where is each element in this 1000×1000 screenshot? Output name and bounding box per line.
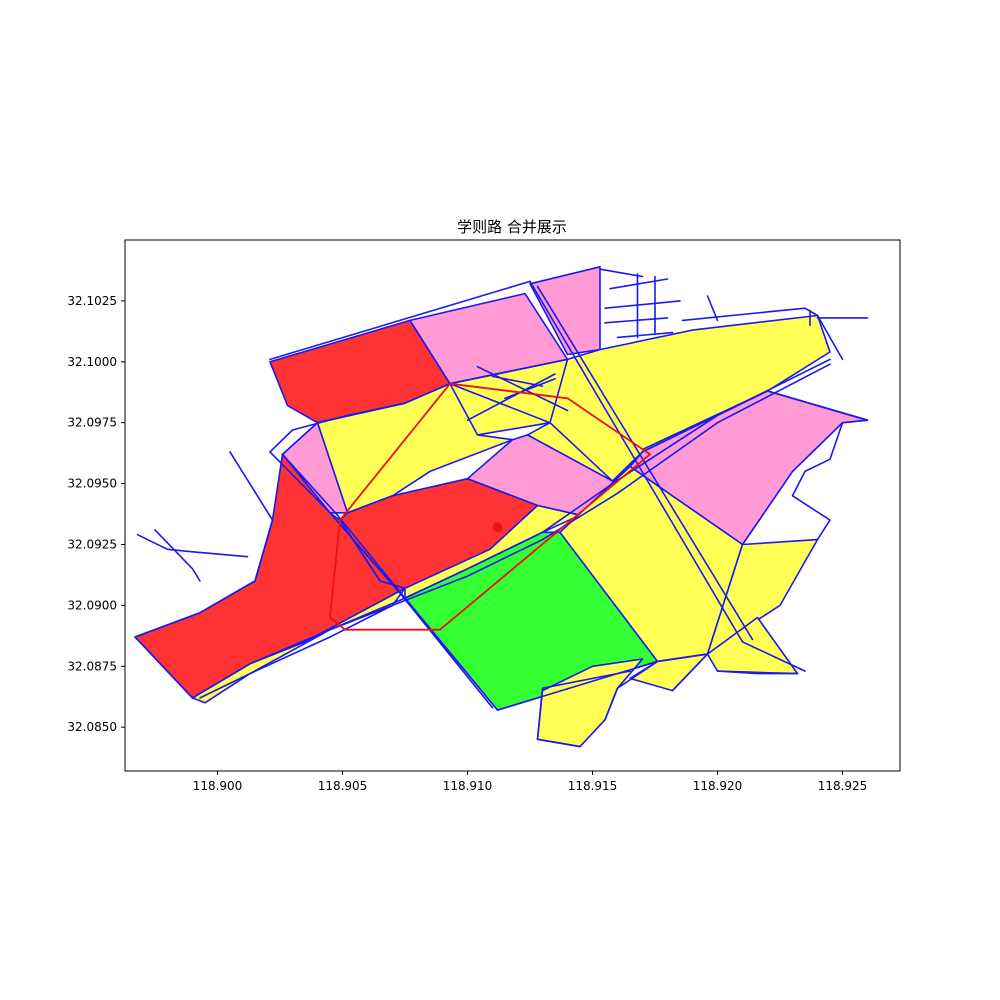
y-tick-label: 32.1000 bbox=[67, 355, 117, 369]
road-line bbox=[671, 653, 709, 692]
road-line bbox=[269, 280, 531, 361]
road-line bbox=[529, 280, 806, 672]
y-tick-label: 32.0925 bbox=[67, 537, 117, 551]
route-layer bbox=[329, 382, 651, 631]
road-line bbox=[449, 382, 614, 482]
road-line bbox=[604, 660, 659, 721]
road-line bbox=[199, 363, 831, 699]
parcels-layer bbox=[134, 265, 869, 748]
y-tick-label: 32.0850 bbox=[67, 720, 117, 734]
parcel-residential bbox=[706, 538, 819, 655]
road-line bbox=[604, 300, 681, 310]
road-line bbox=[604, 317, 669, 324]
road-line bbox=[191, 358, 831, 699]
y-tick-label: 32.1025 bbox=[67, 294, 117, 308]
road-line bbox=[154, 529, 201, 582]
road-line bbox=[134, 451, 274, 638]
road-line bbox=[816, 314, 844, 361]
map-title: 学则路 合并展示 bbox=[457, 218, 567, 236]
x-tick-label: 118.900 bbox=[193, 779, 243, 793]
road-line bbox=[536, 670, 631, 748]
y-tick-label: 32.0875 bbox=[67, 659, 117, 673]
road-line bbox=[716, 670, 799, 675]
road-line bbox=[791, 421, 844, 541]
plot-area bbox=[134, 265, 869, 748]
x-tick-label: 118.920 bbox=[693, 779, 743, 793]
road-line bbox=[616, 331, 674, 339]
parcel-commercial bbox=[629, 390, 869, 546]
road-line bbox=[609, 278, 669, 290]
y-tick-label: 32.0900 bbox=[67, 598, 117, 612]
road-line bbox=[476, 365, 569, 412]
x-tick-label: 118.905 bbox=[318, 779, 368, 793]
x-tick-label: 118.925 bbox=[818, 779, 868, 793]
y-axis: 32.0850 32.0875 32.0900 32.0925 32.0950 32.09… bbox=[67, 294, 125, 734]
plot-frame bbox=[124, 239, 901, 772]
roads-layer bbox=[134, 268, 869, 748]
road-line bbox=[134, 636, 194, 699]
location-marker bbox=[492, 522, 503, 533]
road-line bbox=[269, 402, 406, 453]
road-line bbox=[136, 533, 249, 558]
road-line bbox=[281, 453, 499, 711]
road-line bbox=[504, 377, 556, 400]
x-tick-label: 118.910 bbox=[443, 779, 493, 793]
road-line bbox=[681, 307, 819, 322]
buffer-route-line bbox=[329, 382, 651, 631]
x-axis: 118.900 118.905 118.910 118.915 118.920 118.9… bbox=[193, 771, 868, 793]
road-line bbox=[269, 451, 494, 709]
road-line bbox=[599, 268, 644, 278]
road-line bbox=[466, 373, 556, 422]
y-tick-label: 32.0975 bbox=[67, 416, 117, 430]
road-line bbox=[449, 358, 569, 385]
road-line bbox=[641, 390, 869, 451]
x-tick-label: 118.915 bbox=[568, 779, 618, 793]
y-tick-label: 32.0950 bbox=[67, 477, 117, 491]
